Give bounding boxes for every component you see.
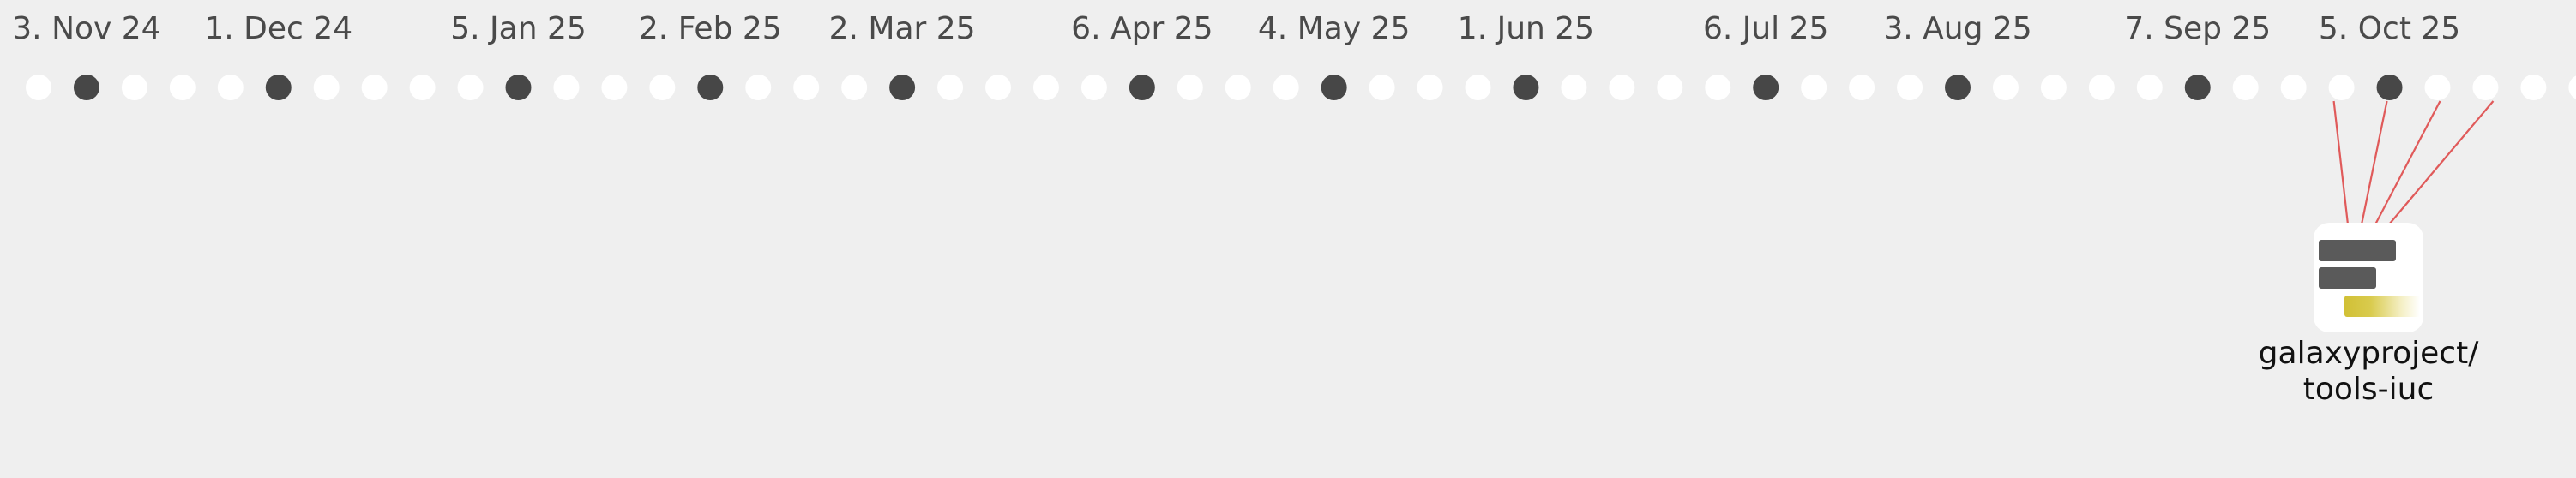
week-dot[interactable] (1369, 75, 1395, 100)
week-dot[interactable] (313, 75, 340, 100)
week-dot[interactable] (649, 75, 676, 100)
week-dot[interactable] (1561, 75, 1587, 100)
week-dot-highlighted[interactable] (1129, 75, 1155, 100)
repository-card[interactable] (2314, 223, 2423, 332)
week-dot[interactable] (793, 75, 820, 100)
week-dot[interactable] (2472, 75, 2499, 100)
week-dot[interactable] (1273, 75, 1299, 100)
week-dot[interactable] (1417, 75, 1443, 100)
week-dot-highlighted[interactable] (2184, 75, 2211, 100)
week-dot[interactable] (457, 75, 484, 100)
repository-activity-icon-bar-highlight (2344, 296, 2420, 317)
week-dot[interactable] (2136, 75, 2163, 100)
date-label: 2. Mar 25 (828, 11, 976, 46)
repository-activity-icon (2319, 240, 2396, 261)
repository-repo: tools-iuc (2302, 372, 2435, 407)
week-dot[interactable] (1705, 75, 1731, 100)
connector-line (2374, 100, 2441, 225)
date-label: 7. Sep 25 (2124, 11, 2272, 46)
week-dot-highlighted[interactable] (1753, 75, 1779, 100)
week-dot[interactable] (1465, 75, 1491, 100)
week-dot[interactable] (169, 75, 196, 100)
date-label: 6. Jul 25 (1702, 11, 1829, 46)
week-dot[interactable] (1177, 75, 1203, 100)
week-dot-highlighted[interactable] (697, 75, 724, 100)
date-label: 4. May 25 (1257, 11, 1411, 46)
repository-activity-icon-bar (2319, 267, 2376, 289)
week-dot[interactable] (601, 75, 628, 100)
date-label: 6. Apr 25 (1071, 11, 1213, 46)
week-dot[interactable] (2328, 75, 2355, 100)
week-dot-highlighted[interactable] (1945, 75, 1971, 100)
date-label: 3. Aug 25 (1883, 11, 2032, 46)
week-dot[interactable] (2040, 75, 2067, 100)
week-dot[interactable] (2568, 75, 2576, 100)
week-dot-highlighted[interactable] (1321, 75, 1347, 100)
date-label: 3. Nov 24 (12, 11, 161, 46)
week-dot-highlighted[interactable] (1513, 75, 1539, 100)
week-dot[interactable] (2232, 75, 2259, 100)
repository-owner: galaxyproject/ (2258, 336, 2479, 371)
connector-line (2360, 100, 2388, 225)
week-dot[interactable] (1801, 75, 1827, 100)
date-label: 1. Dec 24 (204, 11, 353, 46)
week-dot[interactable] (1080, 75, 1107, 100)
week-dot-highlighted[interactable] (889, 75, 916, 100)
week-dot-highlighted[interactable] (265, 75, 292, 100)
week-dot-highlighted[interactable] (73, 75, 99, 100)
connector-line (2332, 100, 2350, 225)
week-dot-highlighted[interactable] (505, 75, 532, 100)
week-dot[interactable] (121, 75, 147, 100)
date-label: 5. Oct 25 (2318, 11, 2461, 46)
week-dot[interactable] (745, 75, 772, 100)
week-dot[interactable] (1849, 75, 1875, 100)
week-dot[interactable] (553, 75, 580, 100)
week-dot[interactable] (937, 75, 964, 100)
date-label: 1. Jun 25 (1457, 11, 1595, 46)
week-dot[interactable] (361, 75, 388, 100)
week-dot[interactable] (1897, 75, 1923, 100)
repository-name[interactable]: galaxyproject/ tools-iuc (2259, 336, 2479, 408)
week-dot[interactable] (985, 75, 1011, 100)
week-dot[interactable] (1225, 75, 1251, 100)
date-label: 2. Feb 25 (638, 11, 782, 46)
week-dot[interactable] (2088, 75, 2115, 100)
week-dot[interactable] (2424, 75, 2451, 100)
week-dot[interactable] (1032, 75, 1059, 100)
week-dot[interactable] (217, 75, 244, 100)
week-dot[interactable] (1609, 75, 1635, 100)
week-dot[interactable] (2520, 75, 2547, 100)
week-dot[interactable] (1992, 75, 2019, 100)
week-dot-highlighted[interactable] (2376, 75, 2403, 100)
week-dot[interactable] (2280, 75, 2307, 100)
week-dot[interactable] (1657, 75, 1683, 100)
week-dot[interactable] (26, 75, 51, 100)
week-dot[interactable] (841, 75, 868, 100)
date-label: 5. Jan 25 (450, 11, 587, 46)
week-dot[interactable] (409, 75, 436, 100)
connector-line (2388, 100, 2495, 225)
